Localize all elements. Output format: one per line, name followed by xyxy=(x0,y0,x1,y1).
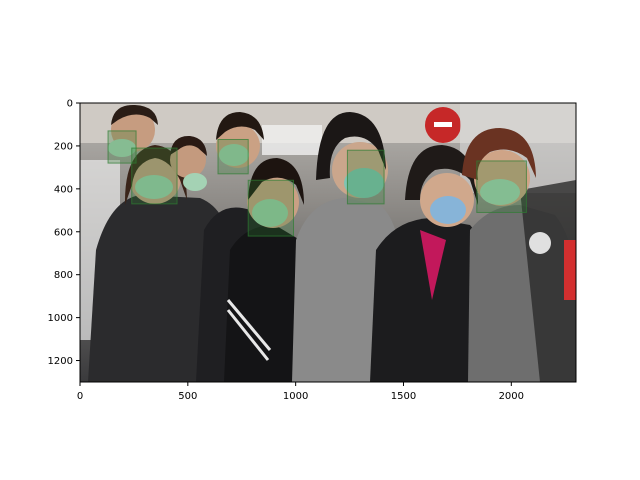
x-axis: 0 500 1000 1500 2000 xyxy=(77,382,524,402)
mask-detection-box xyxy=(217,138,249,175)
x-tick-label: 1500 xyxy=(391,391,416,402)
y-tick-label: 1000 xyxy=(48,313,73,324)
photo xyxy=(80,103,576,382)
mask-detection-box xyxy=(131,147,178,205)
y-tick-label: 800 xyxy=(54,270,73,281)
y-tick-label: 1200 xyxy=(48,356,73,367)
x-tick-label: 500 xyxy=(178,391,197,402)
y-axis: 0 200 400 600 800 1000 1200 xyxy=(48,99,80,367)
mask-detection-box xyxy=(247,179,294,237)
x-tick-label: 1000 xyxy=(283,391,308,402)
y-tick-label: 200 xyxy=(54,141,73,152)
y-tick-label: 600 xyxy=(54,227,73,238)
axes-frame xyxy=(79,102,577,383)
x-tick-label: 2000 xyxy=(499,391,524,402)
x-tick-label: 0 xyxy=(77,391,83,402)
detection-overlay xyxy=(107,130,527,237)
y-tick-label: 400 xyxy=(54,184,73,195)
y-tick-label: 0 xyxy=(67,99,73,110)
mask-detection-box xyxy=(107,130,137,164)
mask-detection-box xyxy=(476,160,527,213)
mask-detection-box xyxy=(346,149,385,205)
